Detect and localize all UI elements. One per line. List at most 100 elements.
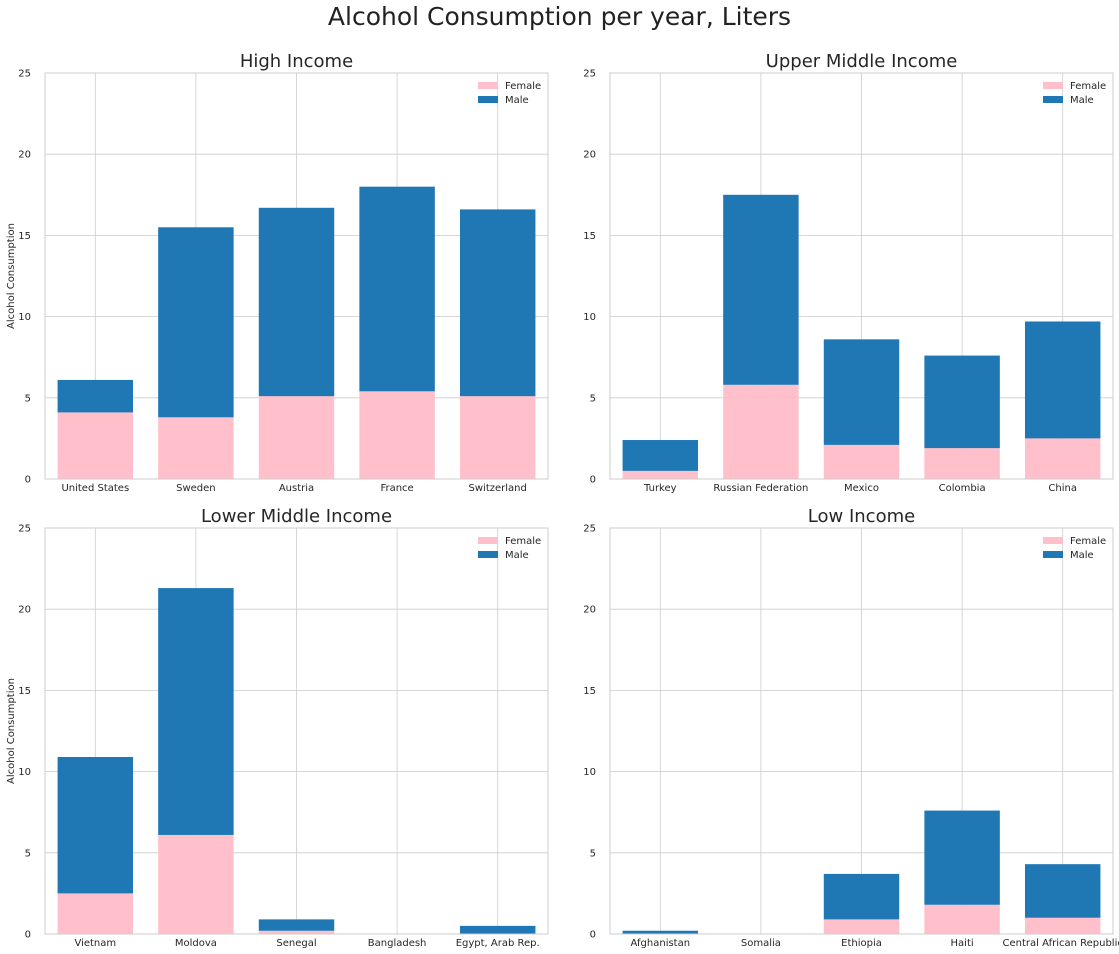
bar-male — [622, 440, 699, 471]
y-tick-label: 20 — [583, 605, 596, 616]
legend-swatch-female — [1043, 82, 1063, 89]
figure-title: Alcohol Consumption per year, Liters — [327, 2, 792, 31]
legend: Female Male — [1043, 81, 1106, 106]
x-tick-label: Colombia — [939, 483, 986, 494]
axes-border — [44, 527, 549, 935]
bar-female — [924, 448, 1000, 479]
x-tick-label: Senegal — [276, 938, 316, 949]
y-tick-label: 0 — [25, 930, 31, 941]
y-tick-label: 10 — [18, 767, 31, 778]
x-tick-label: Egypt, Arab Rep. — [456, 938, 540, 949]
bar-female — [258, 930, 335, 934]
legend-label: Female — [1070, 536, 1106, 547]
bar-female — [57, 893, 134, 934]
bar-female — [823, 444, 900, 479]
chart-panel-3: 0 5 10 15 20 25 Vietnam Moldova Senegal Banglades… — [6, 506, 549, 949]
chart-panel-2: 0 5 10 15 20 25 Turkey Russian Federation Mexico… — [583, 51, 1114, 494]
y-tick-label: 0 — [25, 475, 31, 486]
x-tick-label: Bangladesh — [368, 938, 427, 949]
y-tick-label: 20 — [18, 605, 31, 616]
legend-label: Male — [505, 550, 529, 561]
legend-label: Male — [505, 95, 529, 106]
legend: Female Male — [1043, 536, 1106, 561]
x-tick-label: China — [1048, 483, 1077, 494]
y-tick-label: 10 — [583, 767, 596, 778]
y-tick-label: 20 — [583, 150, 596, 161]
y-tick-label: 25 — [583, 69, 596, 80]
y-tick-label: 10 — [583, 312, 596, 323]
bar-male — [57, 379, 134, 413]
bar-female — [459, 396, 536, 479]
bar-male — [723, 194, 799, 385]
axes-border — [44, 72, 549, 480]
subplot-title: High Income — [240, 51, 353, 72]
subplot-title: Low Income — [808, 506, 915, 527]
y-tick-label: 5 — [25, 848, 31, 859]
y-tick-label: 5 — [590, 393, 596, 404]
legend-swatch-female — [478, 537, 498, 544]
x-tick-label: Haiti — [951, 938, 974, 949]
y-tick-label: 15 — [18, 231, 31, 242]
axes-border — [609, 72, 1114, 480]
x-tick-label: Ethiopia — [841, 938, 882, 949]
bar-male — [924, 355, 1000, 449]
chart-panel-4: 0 5 10 15 20 25 Afghanistan Somalia Ethiopia Hait… — [583, 506, 1119, 949]
bar-male — [1024, 864, 1101, 918]
bar-male — [924, 810, 1000, 905]
x-tick-label: Sweden — [176, 483, 216, 494]
bar-male — [1024, 321, 1101, 439]
x-tick-label: Russian Federation — [713, 483, 808, 494]
legend-label: Male — [1070, 550, 1094, 561]
y-tick-label: 15 — [583, 231, 596, 242]
y-tick-label: 25 — [18, 69, 31, 80]
y-tick-label: 20 — [18, 150, 31, 161]
y-axis-label: Alcohol Consumption — [6, 223, 17, 329]
legend-label: Female — [1070, 81, 1106, 92]
axes-border — [609, 527, 1114, 935]
bar-male — [158, 588, 234, 835]
y-tick-label: 5 — [590, 848, 596, 859]
bar-male — [258, 919, 335, 931]
y-tick-label: 10 — [18, 312, 31, 323]
legend-swatch-male — [478, 551, 498, 558]
bar-female — [57, 412, 134, 479]
legend-label: Female — [505, 81, 541, 92]
legend-swatch-female — [478, 82, 498, 89]
y-tick-label: 5 — [25, 393, 31, 404]
bar-female — [924, 904, 1000, 934]
bar-male — [158, 227, 234, 418]
y-tick-label: 15 — [18, 686, 31, 697]
bar-male — [622, 930, 699, 934]
x-tick-label: Austria — [279, 483, 314, 494]
bar-female — [1024, 438, 1101, 479]
bar-female — [158, 834, 234, 934]
legend: Female Male — [478, 536, 541, 561]
legend-label: Female — [505, 536, 541, 547]
chart-panel-1: 0 5 10 15 20 25 United States Sweden Austria Fran… — [6, 51, 549, 494]
x-tick-label: Mexico — [844, 483, 879, 494]
y-tick-label: 0 — [590, 475, 596, 486]
x-tick-label: France — [380, 483, 413, 494]
x-tick-label: United States — [61, 483, 129, 494]
x-tick-label: Afghanistan — [631, 938, 691, 949]
legend-label: Male — [1070, 95, 1094, 106]
y-tick-label: 0 — [590, 930, 596, 941]
bar-female — [359, 391, 435, 479]
y-tick-label: 15 — [583, 686, 596, 697]
bar-female — [258, 396, 335, 479]
bar-male — [258, 207, 335, 397]
bar-female — [823, 919, 900, 934]
legend-swatch-male — [478, 96, 498, 103]
y-tick-label: 25 — [18, 524, 31, 535]
x-tick-label: Moldova — [175, 938, 217, 949]
legend: Female Male — [478, 81, 541, 106]
x-tick-label: Central African Republic — [1003, 938, 1119, 949]
bar-male — [823, 339, 900, 445]
bar-male — [459, 925, 536, 934]
bar-female — [622, 470, 699, 479]
y-axis-label: Alcohol Consumption — [6, 678, 17, 784]
legend-swatch-male — [1043, 96, 1063, 103]
legend-swatch-female — [1043, 537, 1063, 544]
x-tick-label: Switzerland — [469, 483, 527, 494]
